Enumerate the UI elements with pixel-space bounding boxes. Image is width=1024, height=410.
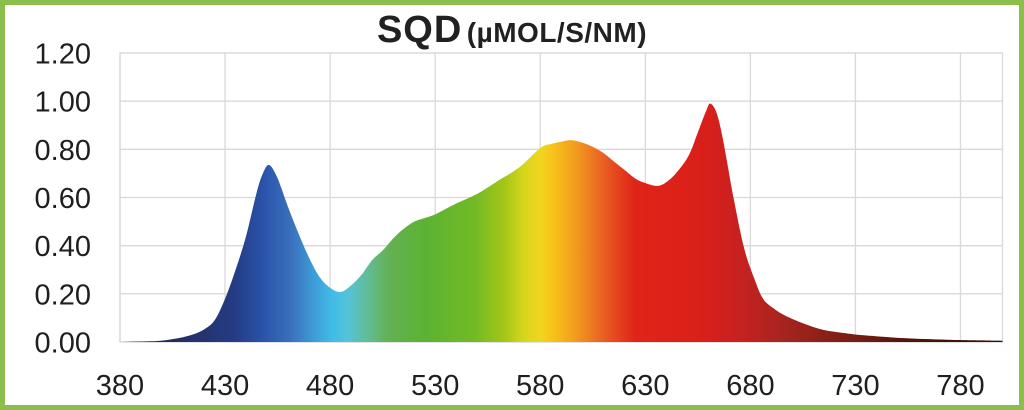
x-tick-label: 780 bbox=[936, 370, 984, 402]
spectrum-chart: 0.00 0.20 0.40 0.60 0.80 1.00 1.20 380 430 480 530… bbox=[35, 39, 1004, 402]
chart-title: SQD (µMOL/S/NM) bbox=[5, 7, 1019, 61]
x-tick-label: 380 bbox=[96, 370, 144, 402]
x-tick-label: 530 bbox=[411, 370, 459, 402]
x-tick-label: 730 bbox=[831, 370, 879, 402]
x-tick-label: 430 bbox=[201, 370, 249, 402]
y-tick-label: 0.00 bbox=[35, 328, 91, 360]
x-tick-label: 630 bbox=[621, 370, 669, 402]
x-tick-label: 480 bbox=[306, 370, 354, 402]
y-tick-label: 0.20 bbox=[35, 279, 91, 311]
y-tick-label: 0.60 bbox=[35, 183, 91, 215]
x-tick-label: 580 bbox=[516, 370, 564, 402]
y-tick-label: 1.00 bbox=[35, 87, 91, 119]
x-tick-label: 680 bbox=[726, 370, 774, 402]
y-tick-label: 1.20 bbox=[35, 39, 91, 71]
y-tick-label: 0.40 bbox=[35, 231, 91, 263]
y-axis-labels: 0.00 0.20 0.40 0.60 0.80 1.00 1.20 bbox=[35, 39, 91, 360]
y-tick-label: 0.80 bbox=[35, 135, 91, 167]
x-axis-labels: 380 430 480 530 580 630 680 730 780 bbox=[96, 370, 985, 402]
spectrum-area bbox=[120, 103, 1003, 343]
chart-title-main: SQD bbox=[376, 9, 463, 51]
chart-title-unit: (µMOL/S/NM) bbox=[466, 17, 648, 48]
